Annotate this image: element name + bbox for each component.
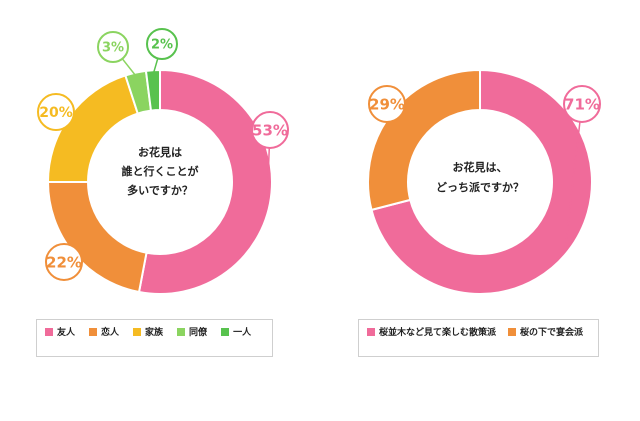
donut-center bbox=[89, 111, 231, 253]
callout-bubble bbox=[368, 85, 406, 123]
legend-preference: 桜並木など見て楽しむ散策派 桜の下で宴会派 bbox=[358, 319, 599, 357]
legend-label: 桜の下で宴会派 bbox=[520, 328, 584, 338]
chart-title-line: お花見は bbox=[138, 145, 182, 159]
legend-companion: 友人 恋人 家族 同僚 一人 bbox=[36, 319, 273, 357]
legend-swatch bbox=[508, 327, 517, 336]
callout-leader bbox=[564, 103, 583, 249]
data-label: 3% bbox=[102, 41, 124, 56]
legend-swatch bbox=[45, 327, 53, 336]
data-label: 53% bbox=[252, 121, 288, 139]
chart-title-line: 誰と行くことが bbox=[122, 164, 199, 178]
legend-label: 同僚 bbox=[189, 328, 208, 338]
legend-swatch bbox=[367, 327, 375, 336]
legend-label: 家族 bbox=[145, 328, 164, 338]
donut-center bbox=[409, 111, 551, 253]
callout-bubble bbox=[251, 111, 289, 149]
data-label: 71% bbox=[564, 95, 600, 113]
legend-item-strolling: 桜並木など見て楽しむ散策派 bbox=[367, 325, 496, 338]
legend-label: 一人 bbox=[233, 328, 252, 338]
donut-chart-preference: 71% 29% お花見は、どっち派ですか？ bbox=[367, 68, 601, 295]
legend-swatch bbox=[133, 327, 142, 336]
legend-item-alone: 一人 bbox=[221, 325, 251, 338]
data-label: 20% bbox=[39, 105, 73, 121]
legend-item-family: 家族 bbox=[133, 325, 163, 338]
legend-swatch bbox=[177, 327, 186, 336]
callout-bubble bbox=[45, 243, 83, 281]
legend-item-party: 桜の下で宴会派 bbox=[508, 325, 583, 338]
legend-swatch bbox=[89, 327, 98, 336]
legend-item-friends: 友人 bbox=[45, 325, 75, 338]
data-label: 22% bbox=[46, 253, 82, 271]
chart-title-line: お花見は、 bbox=[453, 160, 508, 174]
chart-title-line: 多いですか？ bbox=[127, 183, 193, 197]
data-label: 2% bbox=[151, 38, 173, 53]
legend-item-lover: 恋人 bbox=[89, 325, 119, 338]
legend-label: 桜並木など見て楽しむ散策派 bbox=[379, 328, 497, 338]
legend-swatch bbox=[221, 327, 230, 336]
callout-bubble bbox=[563, 85, 601, 123]
slice-party bbox=[367, 68, 481, 212]
callout-bubble bbox=[146, 28, 178, 60]
slice-strolling bbox=[370, 68, 593, 295]
legend-item-colleague: 同僚 bbox=[177, 325, 207, 338]
slice-alone bbox=[144, 68, 161, 112]
data-label: 29% bbox=[369, 95, 405, 113]
chart-title-line: どっち派ですか？ bbox=[436, 181, 524, 194]
legend-label: 恋人 bbox=[101, 328, 120, 338]
callout-bubble bbox=[37, 93, 75, 131]
callout-bubble bbox=[97, 31, 129, 63]
legend-label: 友人 bbox=[57, 328, 76, 338]
